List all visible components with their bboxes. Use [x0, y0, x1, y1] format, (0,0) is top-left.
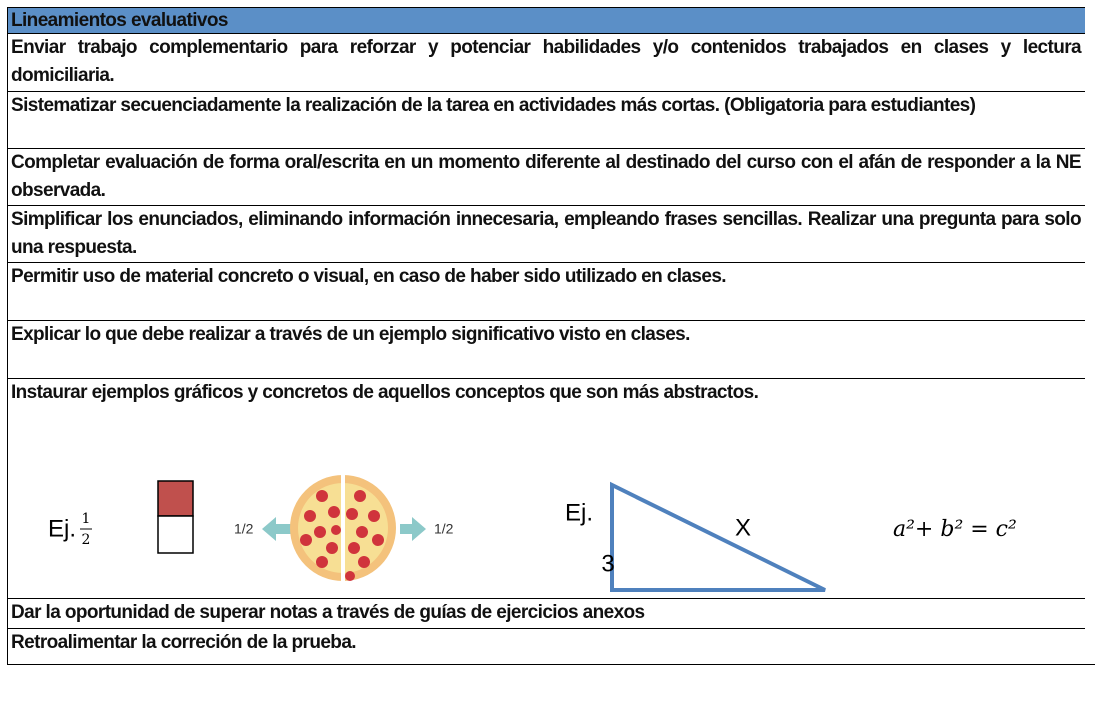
fraction-filled — [157, 480, 194, 517]
side-label: 3 — [601, 550, 614, 577]
fraction-numerator: 1 — [82, 511, 91, 527]
example-prefix: Ej. — [48, 515, 76, 542]
table-row: Retroalimentar la correción de la prueba… — [7, 628, 1085, 665]
table-row: Explicar lo que debe realizar a través d… — [7, 320, 1085, 378]
fraction-denominator: 2 — [82, 532, 91, 548]
triangle — [610, 481, 826, 592]
fraction-empty — [157, 515, 194, 554]
table-row: Dar la oportunidad de superar notas a tr… — [7, 598, 1085, 628]
example-prefix: Ej. — [565, 499, 593, 526]
pizza-right-label: 1/2 — [434, 521, 454, 537]
pizza — [262, 472, 426, 584]
hypotenuse-label: X — [735, 514, 751, 541]
table-row: Instaurar ejemplos gráficos y concretos … — [7, 378, 1085, 598]
pizza-left-label: 1/2 — [234, 521, 254, 537]
table-row: Completar evaluación de forma oral/escri… — [7, 148, 1085, 205]
table-row: Permitir uso de material concreto o visu… — [7, 262, 1085, 320]
table-row: Simplificar los enunciados, eliminando i… — [7, 205, 1085, 262]
formula: a²+ b² = c² — [893, 517, 1017, 542]
table-row: Sistematizar secuenciadamente la realiza… — [7, 91, 1085, 148]
table-row: Enviar trabajo complementario para refor… — [7, 33, 1085, 91]
table-header: Lineamientos evaluativos — [7, 7, 1085, 33]
